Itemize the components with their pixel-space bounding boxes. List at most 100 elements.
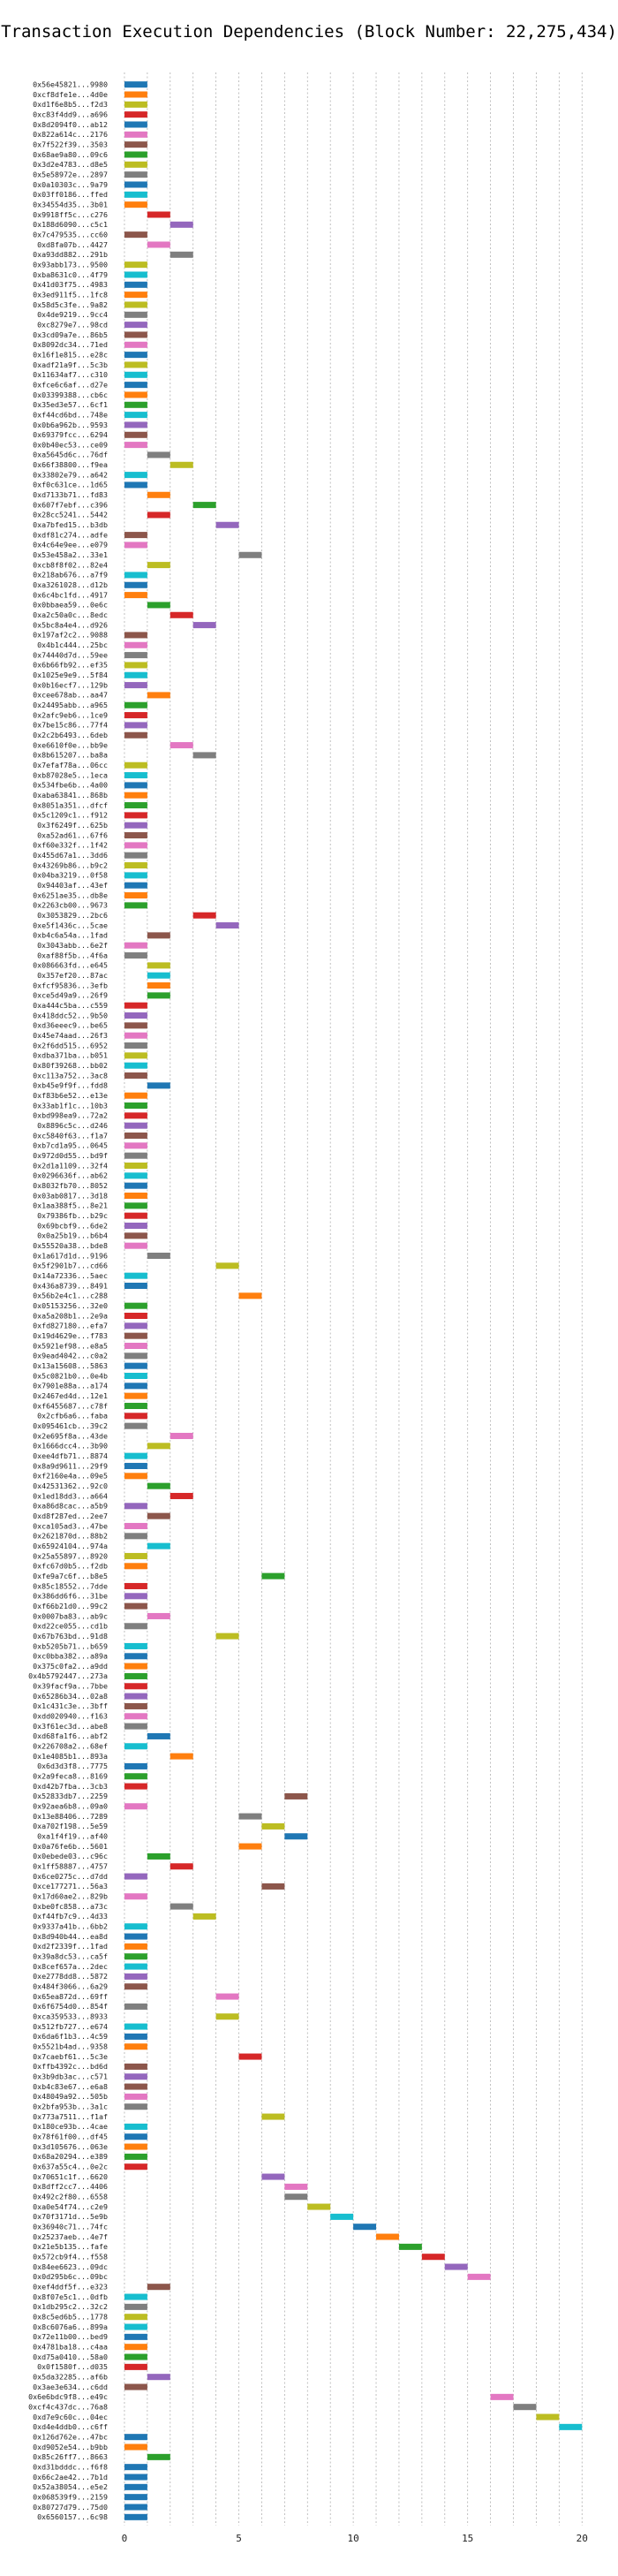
transaction-bar: [124, 161, 147, 168]
y-tick-label: 0x8092dc34...71ed: [33, 340, 108, 349]
transaction-bar: [124, 1052, 147, 1059]
y-tick-label: 0x68a20294...e389: [33, 2152, 108, 2161]
transaction-bar: [192, 502, 216, 509]
transaction-bar: [124, 481, 147, 489]
y-tick-label: 0x03ab0817...3d18: [33, 1191, 108, 1200]
transaction-bar: [467, 2273, 491, 2280]
y-tick-label: 0xaf88f5b...4f6a: [37, 951, 108, 959]
transaction-bar: [284, 2193, 308, 2201]
transaction-bar: [124, 2464, 147, 2471]
x-tick-label: 15: [462, 2533, 473, 2544]
transaction-bar: [147, 1482, 170, 1489]
transaction-bar: [238, 2053, 262, 2060]
y-tick-label: 0x35ed3e57...6cf1: [33, 400, 108, 409]
transaction-bar: [124, 802, 147, 809]
y-tick-label: 0x8dff2cc7...4406: [33, 2182, 108, 2191]
y-tick-label: 0x197af2c2...9088: [33, 631, 108, 640]
y-tick-label: 0x0a25b19...b6b4: [37, 1231, 108, 1240]
transaction-bar: [124, 1102, 147, 1110]
transaction-bar: [124, 181, 147, 188]
y-tick-label: 0x2bfa953b...3a1c: [33, 2102, 108, 2111]
y-tick-label: 0x607f7ebf...c396: [33, 500, 108, 509]
transaction-bar: [124, 1312, 147, 1320]
transaction-bar: [124, 322, 147, 329]
y-tick-label: 0xd4e4ddb0...c6ff: [33, 2422, 108, 2431]
y-tick-label: 0x1025e9e9...5f84: [33, 671, 108, 679]
y-tick-label: 0x25a55897...8920: [33, 1551, 108, 1560]
transaction-bar: [124, 1193, 147, 1200]
transaction-bar: [124, 81, 147, 88]
transaction-bar: [238, 1292, 262, 1299]
transaction-bar: [238, 1813, 262, 1820]
y-tick-label: 0x5da32285...af6b: [33, 2372, 108, 2381]
transaction-bar: [124, 1352, 147, 1360]
y-tick-label: 0xa86d8cac...a5b9: [33, 1502, 108, 1511]
transaction-bar: [124, 371, 147, 378]
y-tick-label: 0x80f39268...bb02: [33, 1061, 108, 1070]
transaction-bar: [124, 2063, 147, 2070]
transaction-bar: [124, 1152, 147, 1159]
transaction-bar: [124, 1522, 147, 1529]
y-tick-label: 0x0a10303c...9a79: [33, 180, 108, 189]
y-tick-label: 0x70f3171d...5e9b: [33, 2212, 108, 2221]
y-tick-label: 0xee4dfb71...8874: [33, 1451, 108, 1460]
transaction-bar: [147, 1512, 170, 1519]
transaction-bar: [124, 862, 147, 869]
transaction-bar: [192, 912, 216, 919]
transaction-bar: [124, 1702, 147, 1709]
transaction-bar: [215, 521, 239, 528]
transaction-bar: [124, 892, 147, 899]
transaction-bar: [124, 1032, 147, 1039]
y-tick-label: 0x45e74aad...26f3: [33, 1031, 108, 1040]
y-tick-label: 0x93abb173...9500: [33, 260, 108, 269]
transaction-bar: [147, 982, 170, 989]
y-tick-label: 0x33ab1f1c...10b3: [33, 1101, 108, 1110]
y-tick-label: 0x2621870d...88b2: [33, 1532, 108, 1541]
y-tick-label: 0x85c18552...7dde: [33, 1581, 108, 1590]
y-tick-label: 0xcf8dfe1e...4d0e: [33, 90, 108, 99]
y-tick-label: 0x8b615207...ba8a: [33, 751, 108, 760]
transaction-bar: [124, 532, 147, 539]
y-tick-label: 0x92aea6b8...09a0: [33, 1802, 108, 1811]
transaction-bar: [124, 2043, 147, 2050]
y-tick-label: 0x386dd6f6...31be: [33, 1592, 108, 1601]
transaction-bar: [124, 1762, 147, 1769]
transaction-bar: [124, 592, 147, 599]
y-tick-labels: 0x56e45821...9980 0xcf8dfe1e...4d0e0xd1f6…: [28, 80, 108, 2521]
y-tick-label: 0xce5d49a9...26f9: [33, 991, 108, 1000]
transaction-bar: [124, 191, 147, 198]
y-tick-label: 0x5c0821b0...0e4b: [33, 1371, 108, 1380]
y-tick-label: 0x6c4bc1fd...4917: [33, 590, 108, 599]
transaction-bar: [284, 1792, 308, 1799]
y-tick-label: 0x226708a2...68ef: [33, 1742, 108, 1751]
transaction-bar: [124, 1462, 147, 1469]
transaction-bar: [147, 211, 170, 218]
y-tick-label: 0x7be15c86...77f4: [33, 721, 108, 730]
transaction-bar: [124, 712, 147, 719]
transaction-bar: [192, 622, 216, 629]
y-tick-label: 0x41d03f75...4983: [33, 280, 108, 289]
y-tick-label: 0x52833db7...2259: [33, 1792, 108, 1800]
y-tick-label: 0xa5645d6c...76df: [33, 451, 108, 459]
transaction-bar: [170, 742, 193, 749]
y-tick-label: 0x3f6249f...625b: [37, 821, 108, 830]
transaction-bar: [124, 2073, 147, 2080]
transaction-bar: [124, 2344, 147, 2351]
transaction-bar: [124, 2483, 147, 2490]
y-tick-label: 0x56b2e4c1...c288: [33, 1292, 108, 1300]
y-tick-label: 0x04ba3219...0f58: [33, 871, 108, 880]
y-tick-label: 0xd22ce055...cd1b: [33, 1622, 108, 1631]
transaction-bar: [124, 682, 147, 689]
y-tick-label: 0xffb4392c...bd6d: [33, 2062, 108, 2071]
transaction-bar: [124, 671, 147, 678]
y-tick-label: 0x3043abb...6e2f: [37, 941, 108, 950]
transaction-bar: [124, 822, 147, 829]
y-tick-label: 0xf44fb7c9...4d33: [33, 1912, 108, 1921]
transaction-bar: [124, 1012, 147, 1019]
transaction-bar: [124, 1142, 147, 1149]
y-tick-label: 0x24495abb...a965: [33, 701, 108, 709]
y-tick-label: 0x2a9feca8...8169: [33, 1772, 108, 1781]
y-tick-label: 0x21e5b135...fafe: [33, 2242, 108, 2251]
transaction-bar: [124, 872, 147, 879]
y-tick-label: 0x84ee6623...09dc: [33, 2262, 108, 2271]
